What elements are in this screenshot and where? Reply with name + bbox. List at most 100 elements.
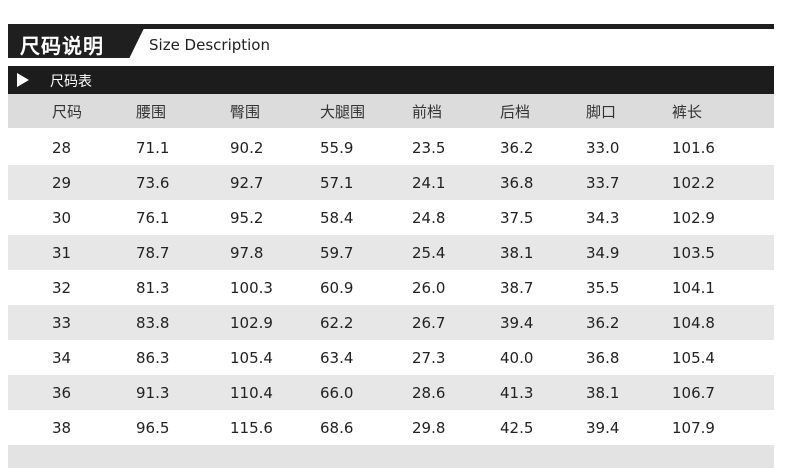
- table-cell: 28: [52, 138, 72, 157]
- table-cell: 103.5: [672, 243, 715, 262]
- table-cell: 73.6: [136, 173, 170, 192]
- table-cell: 36.8: [586, 348, 620, 367]
- table-cell: 41.3: [500, 383, 534, 402]
- table-row: 30 76.1 95.2 58.4 24.8 37.5 34.3 102.9: [8, 200, 774, 235]
- table-cell: 34.9: [586, 243, 620, 262]
- title-en: Size Description: [149, 36, 270, 54]
- table-footer-band: [8, 445, 774, 468]
- table-cell: 32: [52, 278, 72, 297]
- table-cell: 38: [52, 418, 72, 437]
- table-cell: 29: [52, 173, 72, 192]
- table-cell: 36.8: [500, 173, 534, 192]
- table-cell: 59.7: [320, 243, 354, 262]
- table-cell: 68.6: [320, 418, 354, 437]
- table-cell: 33.0: [586, 138, 620, 157]
- column-header: 脚口: [586, 102, 617, 121]
- table-cell: 63.4: [320, 348, 354, 367]
- table-cell: 91.3: [136, 383, 170, 402]
- title-cn: 尺码说明: [20, 34, 104, 58]
- table-cell: 34.3: [586, 208, 620, 227]
- table-cell: 115.6: [230, 418, 273, 437]
- table-cell: 26.0: [412, 278, 446, 297]
- table-cell: 81.3: [136, 278, 170, 297]
- table-cell: 33.7: [586, 173, 620, 192]
- table-cell: 62.2: [320, 313, 354, 332]
- table-cell: 106.7: [672, 383, 715, 402]
- table-cell: 57.1: [320, 173, 354, 192]
- table-cell: 33: [52, 313, 72, 332]
- header-tab: [8, 24, 146, 58]
- table-cell: 83.8: [136, 313, 170, 332]
- header-rule: [8, 24, 774, 29]
- table-row: 32 81.3 100.3 60.9 26.0 38.7 35.5 104.1: [8, 270, 774, 305]
- column-header: 大腿围: [320, 102, 366, 121]
- table-cell: 107.9: [672, 418, 715, 437]
- column-header: 前档: [412, 102, 443, 121]
- table-cell: 28.6: [412, 383, 446, 402]
- table-cell: 39.4: [500, 313, 534, 332]
- table-cell: 38.7: [500, 278, 534, 297]
- table-cell: 27.3: [412, 348, 446, 367]
- table-cell: 60.9: [320, 278, 354, 297]
- table-body: 28 71.1 90.2 55.9 23.5 36.2 33.0 101.6 29 73.6 92.…: [8, 130, 774, 445]
- table-cell: 102.2: [672, 173, 715, 192]
- table-cell: 34: [52, 348, 72, 367]
- header: 尺码说明 Size Description: [8, 24, 774, 62]
- table-row: 28 71.1 90.2 55.9 23.5 36.2 33.0 101.6: [8, 130, 774, 165]
- table-row: 31 78.7 97.8 59.7 25.4 38.1 34.9 103.5: [8, 235, 774, 270]
- table-cell: 55.9: [320, 138, 354, 157]
- table-cell: 38.1: [586, 383, 620, 402]
- table-cell: 76.1: [136, 208, 170, 227]
- table-cell: 100.3: [230, 278, 273, 297]
- table-cell: 104.1: [672, 278, 715, 297]
- table-row: 34 86.3 105.4 63.4 27.3 40.0 36.8 105.4: [8, 340, 774, 375]
- size-table: 尺码 腰围 臀围 大腿围 前档 后档 脚口 裤长 28 71.1 90.2 55.9 2…: [8, 94, 774, 468]
- table-cell: 40.0: [500, 348, 534, 367]
- table-cell: 38.1: [500, 243, 534, 262]
- table-cell: 66.0: [320, 383, 354, 402]
- table-cell: 23.5: [412, 138, 446, 157]
- table-row: 38 96.5 115.6 68.6 29.8 42.5 39.4 107.9: [8, 410, 774, 445]
- table-cell: 24.1: [412, 173, 446, 192]
- header-spacer: [8, 128, 774, 130]
- table-cell: 36.2: [586, 313, 620, 332]
- table-cell: 39.4: [586, 418, 620, 437]
- column-header: 腰围: [136, 102, 167, 121]
- table-header-row: 尺码 腰围 臀围 大腿围 前档 后档 脚口 裤长: [8, 94, 774, 128]
- table-cell: 104.8: [672, 313, 715, 332]
- table-cell: 35.5: [586, 278, 620, 297]
- table-cell: 105.4: [230, 348, 273, 367]
- table-cell: 24.8: [412, 208, 446, 227]
- table-cell: 25.4: [412, 243, 446, 262]
- table-cell: 86.3: [136, 348, 170, 367]
- table-cell: 110.4: [230, 383, 273, 402]
- table-cell: 71.1: [136, 138, 170, 157]
- table-cell: 105.4: [672, 348, 715, 367]
- table-row: 33 83.8 102.9 62.2 26.7 39.4 36.2 104.8: [8, 305, 774, 340]
- section-bar: 尺码表: [8, 66, 774, 94]
- table-row: 36 91.3 110.4 66.0 28.6 41.3 38.1 106.7: [8, 375, 774, 410]
- column-header: 裤长: [672, 102, 703, 121]
- table-cell: 96.5: [136, 418, 170, 437]
- table-cell: 90.2: [230, 138, 264, 157]
- table-cell: 101.6: [672, 138, 715, 157]
- table-cell: 36: [52, 383, 72, 402]
- column-header: 后档: [500, 102, 531, 121]
- table-cell: 92.7: [230, 173, 264, 192]
- table-cell: 42.5: [500, 418, 534, 437]
- table-cell: 26.7: [412, 313, 446, 332]
- table-cell: 97.8: [230, 243, 264, 262]
- table-cell: 58.4: [320, 208, 354, 227]
- table-row: 29 73.6 92.7 57.1 24.1 36.8 33.7 102.2: [8, 165, 774, 200]
- table-cell: 95.2: [230, 208, 264, 227]
- table-cell: 30: [52, 208, 72, 227]
- table-cell: 78.7: [136, 243, 170, 262]
- table-cell: 37.5: [500, 208, 534, 227]
- table-cell: 36.2: [500, 138, 534, 157]
- play-icon: [17, 73, 29, 87]
- table-cell: 31: [52, 243, 72, 262]
- column-header: 尺码: [52, 102, 83, 121]
- table-cell: 29.8: [412, 418, 446, 437]
- table-cell: 102.9: [672, 208, 715, 227]
- section-label: 尺码表: [50, 74, 92, 90]
